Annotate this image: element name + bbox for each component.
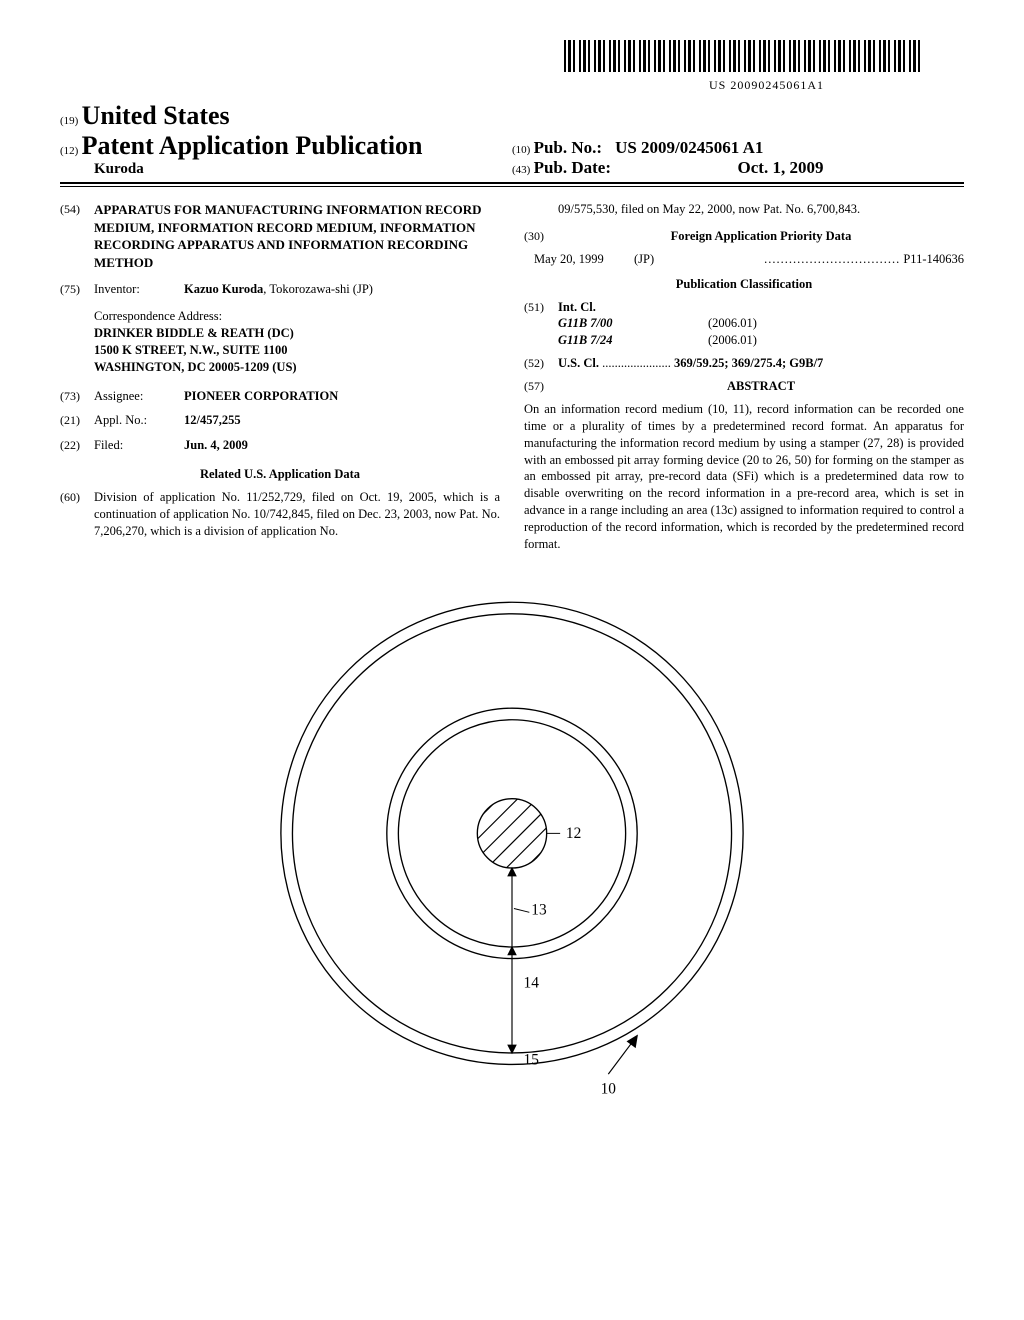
uscl-value: 369/59.25; 369/275.4; G9B/7	[674, 356, 823, 370]
label-12: 12	[566, 825, 581, 842]
correspondence-label: Correspondence Address:	[94, 308, 500, 325]
priority-country: (JP)	[634, 251, 674, 268]
label-10: 10	[601, 1080, 617, 1097]
pubno-value: US 2009/0245061 A1	[615, 138, 763, 157]
f30-num: (30)	[524, 228, 558, 245]
continuation-text: 09/575,530, filed on May 22, 2000, now P…	[524, 201, 964, 218]
header-rule-thick	[60, 182, 964, 184]
disc-figure: 12 13 14 15 10	[232, 583, 792, 1103]
f57-num: (57)	[524, 378, 558, 395]
f51-num: (51)	[524, 299, 558, 350]
f60-num: (60)	[60, 489, 94, 540]
correspondence-line3: WASHINGTON, DC 20005-1209 (US)	[94, 359, 500, 376]
barcode-text: US 20090245061A1	[60, 78, 924, 93]
radial-arrow-group	[508, 868, 516, 1053]
related-app-text: Division of application No. 11/252,729, …	[94, 489, 500, 540]
f75-num: (75)	[60, 281, 94, 298]
header-block: (19) United States (12) Patent Applicati…	[60, 101, 964, 187]
inventor-location: , Tokorozawa-shi (JP)	[263, 282, 373, 296]
f22-num: (22)	[60, 437, 94, 454]
f75-label: Inventor:	[94, 281, 184, 298]
label-14: 14	[524, 974, 540, 991]
barcode-graphic	[564, 40, 924, 72]
priority-appno: P11-140636	[903, 252, 964, 266]
abstract-heading: ABSTRACT	[558, 378, 964, 395]
f73-label: Assignee:	[94, 388, 184, 405]
invention-title: APPARATUS FOR MANUFACTURING INFORMATION …	[94, 201, 500, 271]
intcl-row2-code: G11B 7/24	[558, 332, 708, 349]
priority-date: May 20, 1999	[524, 251, 634, 268]
intcl-row1-date: (2006.01)	[708, 315, 757, 332]
pubno-prefix: (10)	[512, 144, 530, 156]
header-country: United States	[82, 101, 230, 130]
appl-no-value: 12/457,255	[184, 412, 500, 429]
pubdate-label: Pub. Date:	[534, 158, 611, 177]
foreign-priority-heading: Foreign Application Priority Data	[558, 228, 964, 245]
pubdate-value: Oct. 1, 2009	[738, 158, 824, 177]
intcl-label: Int. Cl.	[558, 299, 964, 316]
f22-label: Filed:	[94, 437, 184, 454]
header-rule-thin	[60, 186, 964, 187]
f73-num: (73)	[60, 388, 94, 405]
correspondence-line1: DRINKER BIDDLE & REATH (DC)	[94, 325, 500, 342]
f54-num: (54)	[60, 201, 94, 271]
assignee-value: PIONEER CORPORATION	[184, 388, 500, 405]
f21-label: Appl. No.:	[94, 412, 184, 429]
priority-dots	[764, 252, 900, 266]
uscl-label: U.S. Cl.	[558, 356, 599, 370]
header-12-prefix: (12)	[60, 145, 78, 157]
label-15: 15	[524, 1051, 540, 1068]
pubno-label: Pub. No.:	[534, 138, 602, 157]
f52-num: (52)	[524, 355, 558, 372]
filed-date-value: Jun. 4, 2009	[184, 437, 500, 454]
leader-13	[514, 908, 529, 912]
pub-classification-heading: Publication Classification	[524, 276, 964, 293]
correspondence-line2: 1500 K STREET, N.W., SUITE 1100	[94, 342, 500, 359]
header-19-prefix: (19)	[60, 115, 78, 127]
pubdate-prefix: (43)	[512, 164, 530, 176]
left-column: (54) APPARATUS FOR MANUFACTURING INFORMA…	[60, 201, 500, 553]
intcl-row2-date: (2006.01)	[708, 332, 757, 349]
abstract-text: On an information record medium (10, 11)…	[524, 401, 964, 553]
header-author: Kuroda	[60, 161, 512, 178]
bibliographic-columns: (54) APPARATUS FOR MANUFACTURING INFORMA…	[60, 201, 964, 553]
intcl-row1-code: G11B 7/00	[558, 315, 708, 332]
barcode-area: US 20090245061A1	[60, 40, 964, 93]
header-doc-type: Patent Application Publication	[82, 131, 423, 160]
inventor-name: Kazuo Kuroda	[184, 282, 263, 296]
right-column: 09/575,530, filed on May 22, 2000, now P…	[524, 201, 964, 553]
figure-area: 12 13 14 15 10	[60, 583, 964, 1103]
label-13: 13	[531, 901, 547, 918]
related-data-heading: Related U.S. Application Data	[60, 466, 500, 483]
f21-num: (21)	[60, 412, 94, 429]
